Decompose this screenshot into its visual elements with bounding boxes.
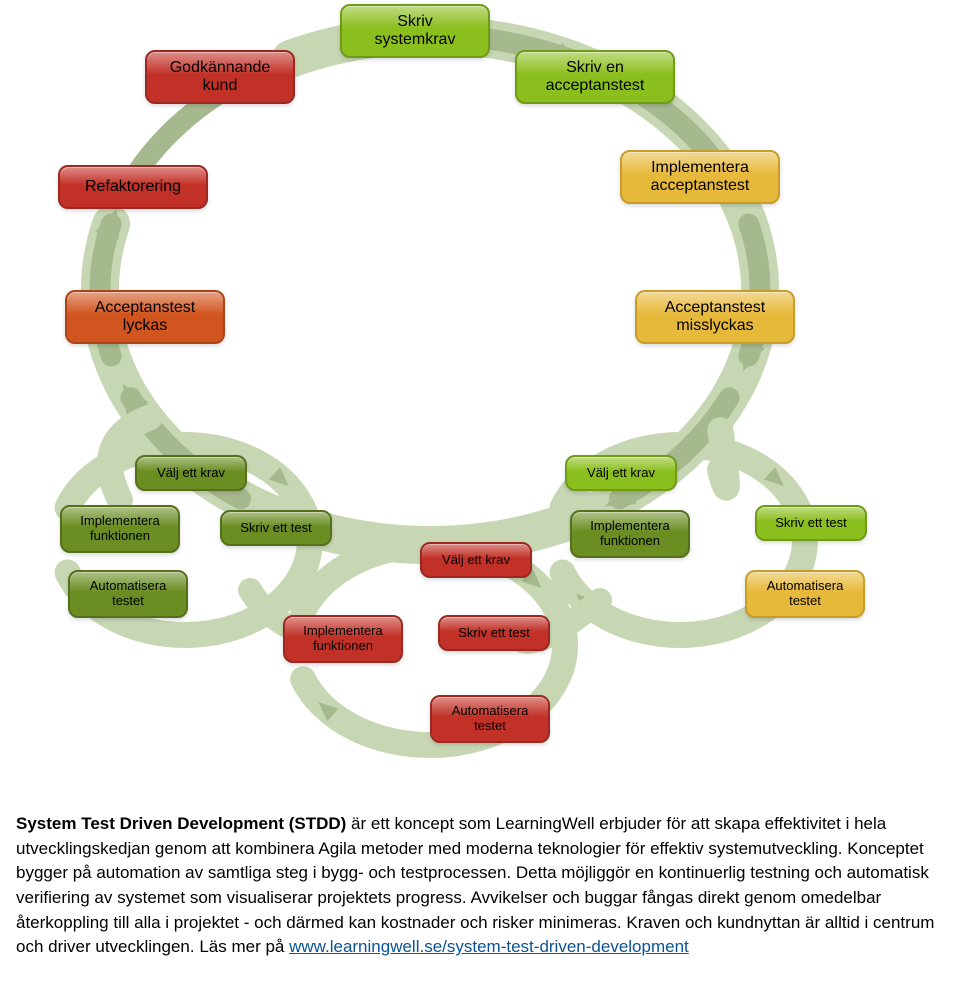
node-automatisera-m: Automatiseratestet [430,695,550,743]
body-text: System Test Driven Development (STDD) är… [0,800,960,984]
node-acceptans-lyckas: Acceptanstestlyckas [65,290,225,344]
node-impl-funktion-l: Implementerafunktionen [60,505,180,553]
node-automatisera-r: Automatiseratestet [745,570,865,618]
node-skriv-systemkrav: Skrivsystemkrav [340,4,490,58]
node-implementera-acceptans: Implementeraacceptanstest [620,150,780,204]
body-bold: System Test Driven Development (STDD) [16,814,346,833]
node-refaktorering: Refaktorering [58,165,208,209]
node-acceptans-misslyckas: Acceptanstestmisslyckas [635,290,795,344]
node-skriv-test-m: Skriv ett test [438,615,550,651]
node-automatisera-l: Automatiseratestet [68,570,188,618]
stdd-diagram: Skrivsystemkrav Skriv enacceptanstest Impl… [0,0,960,800]
node-skriv-test-r: Skriv ett test [755,505,867,541]
body-link[interactable]: www.learningwell.se/system-test-driven-d… [289,937,689,956]
node-valj-krav-l: Välj ett krav [135,455,247,491]
node-skriv-acceptanstest: Skriv enacceptanstest [515,50,675,104]
node-valj-krav-r: Välj ett krav [565,455,677,491]
diagram-arcs [0,0,960,800]
node-impl-funktion-r: Implementerafunktionen [570,510,690,558]
node-valj-krav-m: Välj ett krav [420,542,532,578]
node-impl-funktion-m: Implementerafunktionen [283,615,403,663]
node-godkannande-kund: Godkännandekund [145,50,295,104]
node-skriv-test-l: Skriv ett test [220,510,332,546]
body-rest: är ett koncept som LearningWell erbjuder… [16,814,934,956]
